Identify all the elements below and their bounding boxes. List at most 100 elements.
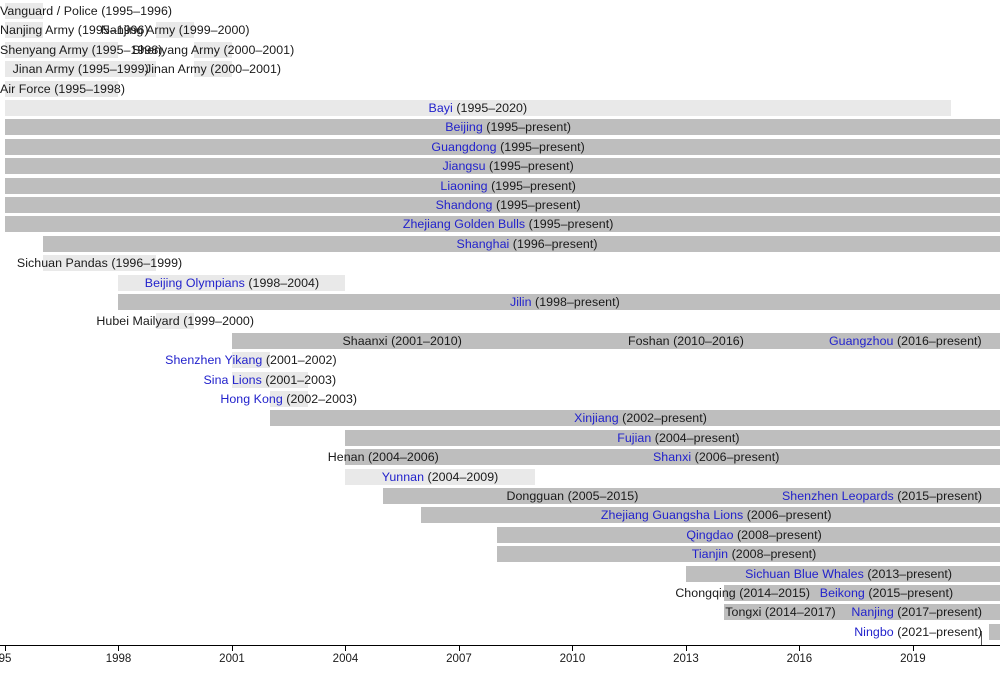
timeline-bar[interactable] xyxy=(231,332,573,349)
timeline-bar[interactable] xyxy=(5,22,43,39)
timeline-bar[interactable] xyxy=(5,3,43,19)
timeline-bar[interactable] xyxy=(421,449,1000,466)
timeline-bar-label: Bayi (1995–2020) xyxy=(429,99,528,117)
timeline-bar[interactable] xyxy=(5,119,1000,136)
timeline-row: Jinan Army (1995–1999) Jinan Army (2000–2… xyxy=(0,60,1000,79)
team-link[interactable]: Tianjin xyxy=(691,547,729,562)
timeline-bar[interactable] xyxy=(496,526,1000,543)
team-link[interactable]: Fujian xyxy=(617,430,652,445)
team-link[interactable]: Shanghai xyxy=(456,236,510,251)
timeline-bar[interactable] xyxy=(5,138,1000,155)
team-link[interactable]: Sina Lions xyxy=(203,372,262,387)
timeline-bar[interactable] xyxy=(345,468,535,485)
timeline-bar[interactable] xyxy=(5,197,1000,213)
timeline-bar-label: Guangdong (1995–present) xyxy=(431,138,584,156)
axis-tick-label: 95 xyxy=(0,653,12,665)
timeline-bar[interactable] xyxy=(156,313,195,330)
timeline-bar-label: Nanjing Army (1999–2000) xyxy=(101,21,250,39)
team-link[interactable]: Bayi xyxy=(428,101,453,115)
team-link[interactable]: Shenzhen Yikang xyxy=(165,353,263,368)
team-link[interactable]: Jilin xyxy=(509,295,532,309)
timeline-bar[interactable] xyxy=(118,294,1000,310)
team-link[interactable]: Xinjiang xyxy=(574,411,619,426)
timeline-bar[interactable] xyxy=(383,488,762,504)
timeline-row: Hong Kong (2002–2003) xyxy=(0,390,1000,409)
timeline-bar-label: Shandong (1995–present) xyxy=(436,196,581,214)
team-link[interactable]: Yunnan xyxy=(381,469,425,484)
team-link[interactable]: Shenzhen Leopards xyxy=(781,489,894,503)
team-years: (2002–2003) xyxy=(282,392,358,406)
axis-tick xyxy=(912,645,914,651)
timeline-bar[interactable] xyxy=(723,585,762,601)
timeline-bar-label: Shenyang Army (2000–2001) xyxy=(132,41,294,59)
timeline-bar-label: Tongxi (2014–2017) xyxy=(725,603,835,621)
timeline-bar[interactable] xyxy=(345,429,1000,446)
team-years: (1995–1996) xyxy=(97,4,173,18)
timeline-bar[interactable] xyxy=(723,604,838,621)
timeline-bar[interactable] xyxy=(837,604,1000,621)
team-link[interactable]: Jiangsu xyxy=(442,159,486,174)
timeline-bar-label: Sichuan Pandas (1996–1999) xyxy=(17,254,182,272)
timeline-bar[interactable] xyxy=(5,216,1000,233)
team-years: (2015–present) xyxy=(864,586,954,600)
team-link[interactable]: Sichuan Blue Whales xyxy=(745,566,864,581)
timeline-bar[interactable] xyxy=(42,255,157,272)
team-link[interactable]: Guangdong xyxy=(431,139,497,154)
timeline-row: Hubei Mailyard (1999–2000) xyxy=(0,312,1000,331)
team-years: (2014–2015) xyxy=(735,586,811,600)
team-link[interactable]: Zhejiang Golden Bulls xyxy=(402,217,526,232)
timeline-bar[interactable] xyxy=(799,332,1000,349)
timeline-bar[interactable] xyxy=(5,80,119,97)
timeline-bar[interactable] xyxy=(421,507,1000,524)
timeline-bar[interactable] xyxy=(269,410,1000,427)
team-link[interactable]: Qingdao xyxy=(686,527,734,542)
timeline-bar[interactable] xyxy=(5,41,119,58)
team-link[interactable]: Beikong xyxy=(819,586,865,600)
team-link[interactable]: Liaoning xyxy=(440,178,488,193)
team-link[interactable]: Hong Kong xyxy=(220,392,283,406)
timeline-bar-label: Sina Lions (2001–2003) xyxy=(203,371,336,389)
timeline-bar[interactable] xyxy=(5,177,1000,194)
team-link[interactable]: Beijing Olympians xyxy=(144,275,245,290)
timeline-bar[interactable] xyxy=(496,546,1000,563)
timeline-row: Beijing (1995–present) xyxy=(0,118,1000,137)
team-link[interactable]: Shanxi xyxy=(652,450,692,465)
timeline-row: Jiangsu (1995–present) xyxy=(0,157,1000,176)
team-link[interactable]: Shandong xyxy=(435,198,493,212)
team-years: (2004–present) xyxy=(651,430,740,445)
team-link[interactable]: Beijing xyxy=(445,120,483,135)
team-link[interactable]: Ningbo xyxy=(854,624,894,639)
timeline-bar[interactable] xyxy=(5,61,157,78)
team-link[interactable]: Zhejiang Guangsha Lions xyxy=(600,508,744,523)
timeline-bar[interactable] xyxy=(572,332,800,349)
team-years: (1995–1999) xyxy=(74,62,149,77)
team-link[interactable]: Guangzhou xyxy=(828,333,894,348)
team-years: (1995–present) xyxy=(525,217,614,232)
timeline-bar[interactable] xyxy=(761,585,1000,601)
timeline-bar-label: Guangzhou (2016–present) xyxy=(829,332,982,350)
timeline-bar[interactable] xyxy=(5,100,951,116)
timeline-row: Henan (2004–2006) Shanxi (2006–present) xyxy=(0,448,1000,467)
team-years: (2002–present) xyxy=(618,411,707,426)
timeline-bar-label: Dongguan (2005–2015) xyxy=(506,487,638,505)
timeline-bar[interactable] xyxy=(345,449,422,466)
timeline-bar-label: Shanghai (1996–present) xyxy=(457,235,598,253)
timeline-bar[interactable] xyxy=(194,61,232,78)
team-years: (1999–2000) xyxy=(179,314,255,329)
timeline-bar[interactable] xyxy=(269,391,308,407)
timeline-bar[interactable] xyxy=(231,371,308,388)
timeline-bar[interactable] xyxy=(194,41,232,58)
timeline-bar[interactable] xyxy=(156,22,195,39)
timeline-bar[interactable] xyxy=(118,274,346,291)
timeline-bar[interactable] xyxy=(42,235,1000,252)
timeline-bar[interactable] xyxy=(231,352,270,369)
team-years: (2005–2015) xyxy=(564,489,639,503)
timeline-bar-label: Chongqing (2014–2015) xyxy=(675,584,810,602)
timeline-bar[interactable] xyxy=(5,158,1000,175)
timeline-bar-label: Shenzhen Leopards (2015–present) xyxy=(782,487,982,505)
axis-tick-label: 2013 xyxy=(673,653,699,665)
timeline-bar[interactable] xyxy=(761,488,1000,504)
team-link[interactable]: Nanjing xyxy=(851,605,894,620)
timeline-bar[interactable] xyxy=(988,623,1000,640)
timeline-bar[interactable] xyxy=(685,565,1000,582)
